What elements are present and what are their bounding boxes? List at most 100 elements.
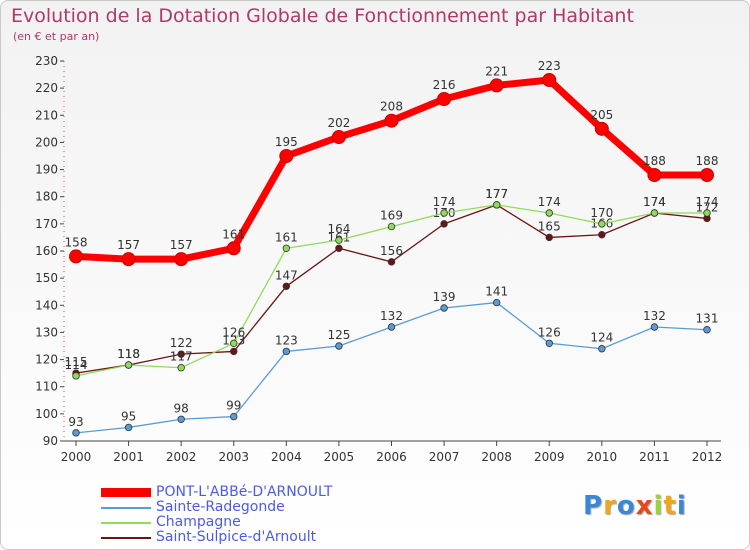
- y-tick-label: 180: [35, 190, 58, 204]
- data-label: 93: [68, 415, 83, 429]
- legend-swatch-sainte-radegonde: [101, 507, 151, 509]
- proxiti-logo: Proxiti: [583, 491, 687, 521]
- data-point: [69, 249, 83, 264]
- data-point: [440, 209, 448, 217]
- y-tick-label: 200: [35, 135, 58, 149]
- data-label: 161: [275, 230, 298, 244]
- data-point: [437, 92, 452, 106]
- legend-swatch-champagne: [101, 522, 151, 524]
- data-label: 202: [327, 116, 350, 130]
- data-label: 177: [485, 187, 508, 201]
- data-label: 174: [643, 195, 666, 209]
- data-label: 172: [696, 200, 719, 214]
- chart-title: Evolution de la Dotation Globale de Fonc…: [11, 5, 634, 27]
- data-point: [650, 323, 659, 331]
- data-point: [124, 361, 133, 369]
- data-point: [177, 364, 185, 372]
- data-label: 188: [643, 154, 666, 168]
- data-point: [545, 209, 553, 217]
- data-label: 118: [117, 347, 140, 361]
- data-point: [545, 233, 553, 242]
- legend-label: Saint-Sulpice-d'Arnoult: [156, 529, 317, 545]
- data-label: 161: [222, 227, 245, 241]
- data-label: 132: [643, 309, 666, 323]
- logo-letter: o: [616, 491, 636, 521]
- data-point: [282, 347, 291, 356]
- data-point: [598, 220, 606, 228]
- data-label: 156: [380, 244, 403, 258]
- x-tick-label: 2000: [61, 450, 92, 464]
- data-point: [440, 220, 448, 228]
- data-label: 174: [433, 195, 456, 209]
- x-tick-label: 2009: [534, 450, 565, 464]
- data-point: [230, 412, 238, 421]
- data-point: [331, 130, 346, 144]
- data-label: 223: [538, 59, 561, 73]
- data-point: [647, 168, 662, 182]
- data-point: [72, 372, 80, 380]
- x-tick-label: 2004: [271, 450, 302, 464]
- logo-letter: i: [676, 491, 687, 521]
- data-label: 174: [643, 195, 666, 209]
- data-point: [489, 78, 504, 93]
- data-point: [598, 231, 606, 239]
- y-tick-label: 100: [35, 407, 58, 421]
- data-point: [282, 282, 291, 290]
- x-tick-label: 2001: [113, 450, 144, 464]
- data-point: [226, 241, 241, 256]
- data-point: [72, 429, 80, 437]
- x-tick-label: 2006: [376, 450, 407, 464]
- legend-label: PONT-L'ABBé-D'ARNOULT: [156, 484, 333, 500]
- legend-label: Champagne: [156, 514, 241, 530]
- y-tick-label: 190: [35, 163, 58, 177]
- data-point: [384, 113, 399, 128]
- legend-swatch-pont-labbe: [101, 488, 151, 497]
- data-label: 117: [170, 350, 193, 364]
- data-label: 174: [696, 195, 719, 209]
- data-point: [177, 415, 185, 423]
- x-tick-label: 2002: [166, 450, 197, 464]
- logo-letter: r: [603, 491, 617, 521]
- data-point: [121, 252, 136, 267]
- data-point: [335, 244, 343, 252]
- y-tick-label: 110: [35, 380, 58, 394]
- y-tick-label: 210: [35, 108, 58, 122]
- logo-letter: x: [635, 491, 654, 521]
- data-label: 205: [590, 108, 613, 122]
- y-tick-label: 90: [43, 434, 58, 448]
- legend-swatch-saint-sulpice: [101, 537, 151, 539]
- y-tick-label: 150: [35, 271, 58, 285]
- data-point: [492, 298, 501, 307]
- data-label: 131: [696, 312, 719, 326]
- y-tick-label: 170: [35, 217, 58, 231]
- data-point: [124, 423, 133, 432]
- data-point: [703, 209, 711, 217]
- data-label: 147: [275, 268, 298, 282]
- data-label: 115: [65, 355, 88, 369]
- logo-letter: i: [653, 491, 664, 521]
- x-tick-label: 2011: [639, 450, 670, 464]
- data-label: 169: [380, 209, 403, 223]
- data-point: [282, 244, 291, 252]
- data-label: 188: [696, 154, 719, 168]
- data-point: [594, 121, 609, 136]
- data-label: 123: [275, 333, 298, 347]
- data-point: [598, 345, 606, 353]
- data-point: [177, 350, 185, 358]
- data-label: 124: [590, 331, 613, 345]
- y-tick-label: 130: [35, 325, 58, 339]
- y-tick-label: 160: [35, 244, 58, 258]
- data-label: 99: [226, 399, 241, 413]
- data-label: 118: [117, 347, 140, 361]
- data-label: 139: [433, 290, 456, 304]
- data-label: 126: [222, 325, 245, 339]
- y-tick-label: 230: [35, 54, 58, 68]
- data-point: [492, 201, 501, 209]
- data-point: [387, 323, 396, 331]
- logo-letter: t: [663, 491, 677, 521]
- data-label: 122: [170, 336, 193, 350]
- chart-subtitle: (en € et par an): [13, 30, 100, 43]
- data-label: 157: [117, 238, 140, 252]
- data-label: 221: [485, 64, 508, 78]
